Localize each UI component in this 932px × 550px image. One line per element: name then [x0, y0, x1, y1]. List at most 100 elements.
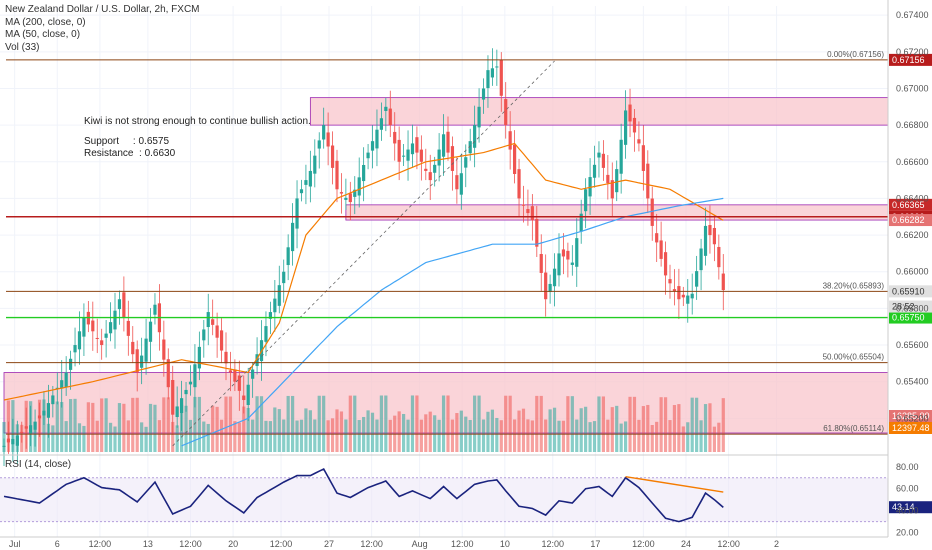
- price-tag-label: 0.65750: [892, 313, 925, 323]
- candle-body: [251, 369, 255, 379]
- volume-bar: [91, 402, 95, 452]
- time-tick-label: 12:00: [632, 539, 655, 549]
- candle-body: [82, 317, 86, 337]
- candle-body: [588, 177, 592, 197]
- volume-bar: [335, 409, 339, 452]
- candle-body: [304, 180, 308, 185]
- candles: [2, 48, 725, 466]
- candle-body: [228, 370, 233, 373]
- volume-bar: [304, 408, 308, 452]
- rsi-value-bg: [889, 501, 932, 514]
- candle-body: [348, 193, 352, 203]
- volume-bar: [77, 423, 82, 452]
- candle-body: [632, 117, 637, 133]
- price-tick-label: 0.65600: [896, 340, 929, 350]
- volume-bar: [268, 421, 272, 452]
- candle-body: [579, 213, 583, 232]
- volume-bar: [162, 397, 166, 452]
- volume-bar: [615, 405, 619, 452]
- candle-body: [326, 132, 330, 147]
- note-line-1: Kiwi is not strong enough to continue bu…: [84, 116, 311, 127]
- supply-demand-zone: [309, 97, 889, 126]
- candle-body: [175, 406, 179, 418]
- volume-bar: [242, 406, 246, 452]
- volume-bar: [699, 420, 703, 452]
- candle-body: [552, 268, 557, 287]
- volume-bar: [313, 419, 317, 452]
- volume-bar: [468, 419, 472, 452]
- price-tag-bg: [889, 53, 932, 66]
- volume-bar: [655, 421, 659, 452]
- volume-bar: [388, 419, 392, 452]
- volume-bar: [228, 396, 233, 452]
- candle-body: [166, 359, 170, 388]
- volume-bars: [2, 395, 725, 452]
- rsi-tick-label: 40.00: [896, 506, 919, 516]
- candle-body: [464, 157, 468, 168]
- candle-body: [517, 169, 521, 199]
- candle-body: [499, 59, 503, 96]
- candle-body: [597, 152, 601, 158]
- candle-body: [601, 153, 605, 168]
- volume-bar: [233, 421, 237, 452]
- volume-bar: [659, 397, 663, 452]
- candle-body: [455, 175, 459, 190]
- volume-bar: [539, 395, 543, 452]
- volume-bar: [495, 417, 499, 452]
- candle-body: [339, 192, 344, 194]
- volume-bar: [308, 410, 312, 452]
- volume-bar: [473, 395, 477, 452]
- candle-body: [419, 149, 423, 162]
- time-tick-label: 17: [590, 539, 600, 549]
- time-tick-label: 2: [774, 539, 779, 549]
- candle-body: [415, 137, 419, 153]
- volume-bar: [428, 411, 432, 452]
- volume-bar: [291, 395, 295, 452]
- candle-body: [108, 322, 113, 334]
- volume-bar: [153, 404, 157, 452]
- volume-bar: [259, 396, 264, 452]
- candle-body: [641, 145, 645, 171]
- volume-bar: [46, 423, 50, 452]
- volume-bar: [264, 420, 268, 452]
- volume-bar: [663, 397, 668, 452]
- candle-body: [206, 312, 210, 328]
- candle-body: [379, 118, 383, 130]
- volume-bar: [650, 425, 654, 452]
- volume-tag-bg: [889, 422, 932, 434]
- candle-body: [362, 164, 366, 182]
- candle-body: [77, 331, 82, 350]
- candle-body: [308, 170, 312, 187]
- candle-body: [708, 225, 712, 236]
- candle-body: [410, 143, 415, 155]
- time-tick-label: 12:00: [270, 539, 293, 549]
- candle-body: [29, 425, 33, 434]
- time-tick-label: Aug: [412, 539, 428, 549]
- candle-body: [242, 395, 246, 401]
- candle-body: [717, 246, 721, 268]
- volume-bar: [175, 425, 179, 452]
- volume-bar: [108, 422, 113, 452]
- volume-bar: [60, 402, 64, 452]
- candle-body: [140, 355, 144, 368]
- candle-body: [672, 289, 677, 292]
- candle-body: [535, 218, 539, 247]
- volume-bar: [579, 408, 583, 452]
- volume-bar: [255, 396, 259, 452]
- candle-body: [264, 326, 268, 342]
- candle-body: [317, 140, 321, 149]
- volume-bar: [126, 420, 130, 452]
- volume-bar: [544, 419, 548, 452]
- rsi-pane: 43.14: [0, 467, 932, 523]
- rsi-line: [3, 467, 724, 523]
- volume-bar: [299, 419, 304, 452]
- candle-body: [113, 310, 117, 330]
- zone-price-tag: 0.66282: [892, 215, 925, 225]
- legend-ma50: MA (50, close, 0): [5, 29, 81, 40]
- volume-bar: [695, 397, 699, 452]
- volume-bar: [73, 398, 77, 452]
- candle-body: [575, 238, 579, 267]
- volume-bar: [286, 395, 290, 452]
- moving-averages: [3, 60, 724, 447]
